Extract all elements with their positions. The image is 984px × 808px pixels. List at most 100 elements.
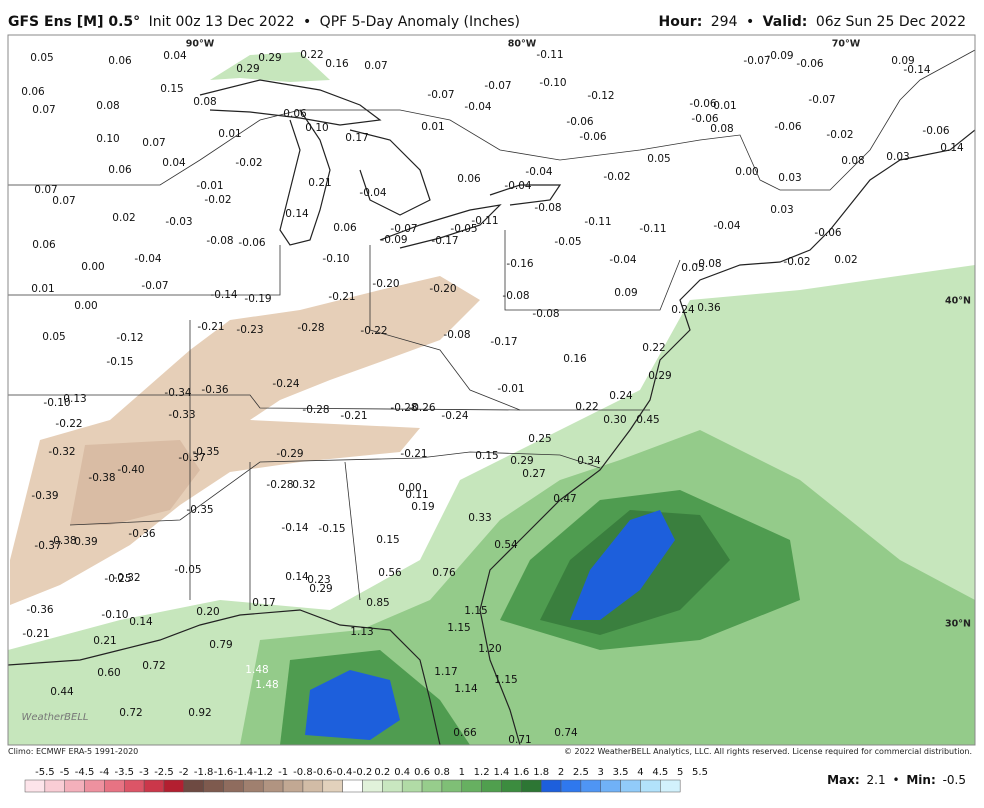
map-value: 0.54 [494,539,518,551]
shade-blue [305,670,400,740]
map-value: 0.05 [647,153,670,165]
map-value: 0.34 [577,455,601,467]
legend-label: -1.2 [253,767,273,778]
shade-blue-ocean [570,510,675,620]
separator: • [746,14,754,30]
lon-label: 90°W [186,39,215,50]
map-value: 0.22 [300,49,323,61]
map-value: -0.12 [116,332,143,344]
lat-label: 40°N [945,296,971,307]
map-value: 0.24 [609,390,633,402]
legend-swatch [441,779,463,793]
map-value: -0.06 [814,227,841,239]
header-right: Hour: 294 • Valid: 06z Sun 25 Dec 2022 [659,14,967,30]
map-value: -0.07 [484,80,511,92]
legend-swatch [600,779,621,793]
map-value: -0.34 [164,387,191,399]
map-value: 0.14 [285,571,309,583]
map-value: -0.26 [408,402,435,414]
map-value: -0.28 [302,404,329,416]
map-value: -0.08 [534,202,561,214]
map-value: 0.17 [345,132,368,144]
hour: 294 [711,14,738,30]
map-value: 0.00 [74,300,97,312]
legend-label: 5 [677,767,683,778]
map-value: -0.04 [134,253,161,265]
map-value: 1.20 [478,643,501,655]
copyright: © 2022 WeatherBELL Analytics, LLC. All r… [564,747,972,756]
geo-labels: 90°W 80°W 70°W 40°N 30°N [186,39,971,630]
legend-swatch [521,779,542,793]
map-value: -0.11 [536,49,563,61]
map-value: -0.02 [783,256,810,268]
max: 2.1 [867,773,886,787]
legend-swatch [580,779,601,793]
map-value: 0.00 [81,261,104,273]
legend-swatch [124,779,145,793]
lon-label: 80°W [508,39,537,50]
valid-label: Valid: [763,14,808,30]
legend-label: 4 [637,767,643,778]
map-value: 0.03 [770,204,793,216]
map-value: 0.44 [50,686,74,698]
map-value: 0.01 [713,100,736,112]
legend-swatch [282,779,304,793]
map-value: 0.14 [940,142,964,154]
map-value: -0.08 [206,235,233,247]
map-value: -0.11 [471,215,498,227]
lake-huron [349,129,431,216]
map-value: 0.00 [735,166,758,178]
map-value: 0.39 [74,536,97,548]
map-value: -0.20 [429,283,456,295]
map-value: 0.45 [636,414,659,426]
map-value: 0.08 [96,100,119,112]
min: -0.5 [943,773,966,787]
map-value: 0.16 [563,353,587,365]
legend-label: 4.5 [652,767,668,778]
map: WeatherBELL 90°W 80°W 70°W 40°N 30°N 0.05 0.0… [7,34,976,746]
legend-swatch [203,779,224,793]
legend-swatch [461,779,482,793]
map-value: -0.15 [318,523,345,535]
map-value: 0.17 [252,597,275,609]
map-value: -0.11 [584,216,611,228]
map-value: 0.09 [614,287,637,299]
legend-label: -1.4 [234,767,254,778]
map-value: -0.20 [372,278,399,290]
map-value: 0.06 [457,173,481,185]
legend-swatch [620,779,641,793]
map-value: -0.36 [26,604,53,616]
map-value: -0.14 [210,289,237,301]
map-value: 1.15 [447,622,470,634]
coastline [479,129,975,745]
legend-label: -3 [139,767,149,778]
map-value: -0.28 [266,479,293,491]
map-value: 0.05 [42,331,65,343]
map-value: -0.38 [88,472,115,484]
hour-label: Hour: [659,14,703,30]
map-value: 0.05 [30,52,53,64]
map-value: 0.00 [398,482,421,494]
legend-swatch [640,779,661,793]
map-value: -0.03 [165,216,192,228]
product: QPF 5-Day Anomaly (Inches) [320,14,520,30]
lon-label: 70°W [832,39,861,50]
map-value: 0.24 [671,304,695,316]
legend-label: -4.5 [75,767,95,778]
map-value: -0.01 [196,180,223,192]
lake-superior [199,79,382,126]
legend-label: 0.2 [374,767,390,778]
border-states-6 [504,230,681,311]
map-value: 0.23 [307,574,330,586]
map-value: 0.10 [305,122,328,134]
map-value: 0.29 [258,52,281,64]
map-value: 0.92 [188,707,211,719]
legend-label: -0.8 [293,767,313,778]
map-value: 0.08 [841,155,864,167]
map-value: 0.25 [528,433,551,445]
map-value: -0.40 [117,464,144,476]
map-value: -0.24 [272,378,299,390]
map-value: -0.21 [400,448,427,460]
model: GFS Ens [M] 0.5° [8,14,140,30]
map-value: 0.08 [710,123,733,135]
